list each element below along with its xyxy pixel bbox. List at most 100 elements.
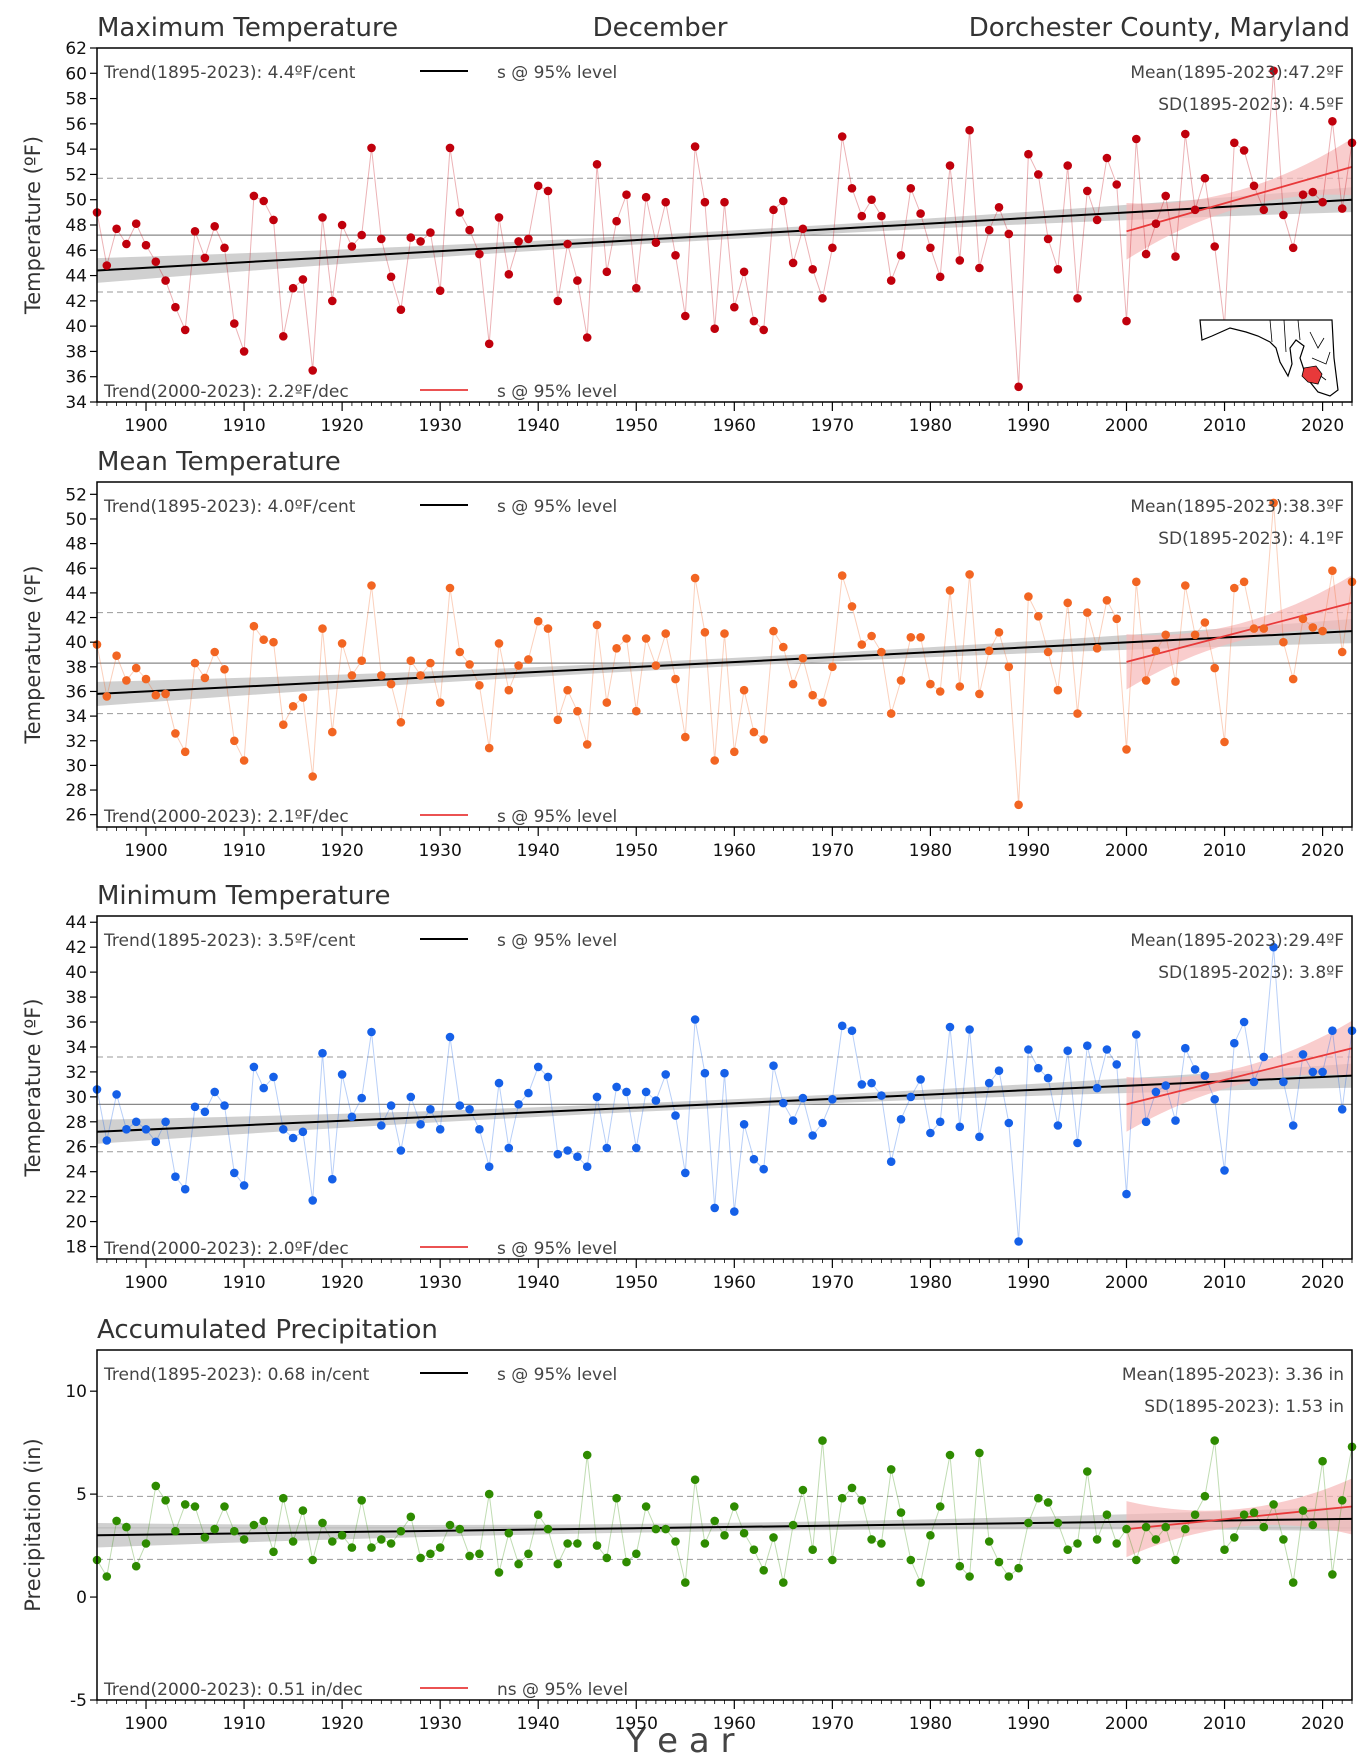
data-point bbox=[249, 621, 259, 631]
data-point bbox=[151, 257, 161, 267]
x-axis-label: Y e a r bbox=[625, 1721, 735, 1760]
data-point bbox=[857, 640, 867, 649]
data-point bbox=[720, 1068, 729, 1078]
data-point bbox=[102, 1136, 112, 1145]
data-point bbox=[357, 1496, 367, 1505]
y-tick-label: 22 bbox=[65, 1188, 87, 1208]
data-point bbox=[1053, 1518, 1063, 1528]
data-point bbox=[1024, 149, 1033, 159]
data-point bbox=[1328, 1570, 1337, 1579]
data-point bbox=[416, 671, 425, 680]
data-point bbox=[975, 689, 984, 699]
data-point bbox=[102, 261, 112, 270]
data-point bbox=[1112, 1060, 1121, 1069]
y-tick-label: 50 bbox=[65, 510, 87, 530]
data-point bbox=[592, 1092, 602, 1102]
data-point bbox=[994, 1557, 1004, 1567]
data-point bbox=[171, 1172, 180, 1181]
data-point bbox=[1141, 249, 1151, 259]
y-tick-label: 52 bbox=[65, 165, 87, 185]
data-point bbox=[690, 573, 700, 583]
trend-long-line bbox=[96, 198, 1353, 272]
data-point bbox=[710, 756, 719, 765]
x-tick-label: 1980 bbox=[909, 1714, 952, 1734]
data-point bbox=[1200, 1071, 1210, 1080]
data-point bbox=[190, 1102, 200, 1112]
data-point bbox=[200, 673, 210, 683]
data-point bbox=[1014, 1563, 1023, 1573]
data-point bbox=[269, 1072, 278, 1082]
data-point bbox=[690, 1475, 700, 1484]
trend-long-line bbox=[96, 1074, 1353, 1133]
data-point bbox=[1043, 1498, 1053, 1507]
data-point bbox=[484, 1489, 494, 1499]
mean-text: Mean(1895-2023):29.4ºF bbox=[1130, 931, 1344, 951]
data-point bbox=[622, 634, 631, 643]
x-tick-label: 2010 bbox=[1203, 1273, 1246, 1293]
y-tick-label: 52 bbox=[65, 485, 87, 505]
data-point bbox=[553, 1149, 563, 1159]
data-point bbox=[1141, 676, 1151, 685]
data-point bbox=[935, 1117, 945, 1127]
data-point bbox=[651, 238, 661, 247]
y-tick-label: 58 bbox=[65, 90, 87, 110]
x-tick-label: 1900 bbox=[124, 1714, 167, 1734]
x-tick-label: 1990 bbox=[1007, 1714, 1050, 1734]
data-point bbox=[1249, 1077, 1259, 1087]
data-point bbox=[465, 1105, 474, 1114]
data-point bbox=[739, 1528, 749, 1538]
data-point bbox=[592, 620, 602, 630]
x-tick-label: 2020 bbox=[1301, 416, 1344, 436]
trend-long-significance: s @ 95% level bbox=[497, 63, 617, 83]
data-point bbox=[543, 186, 553, 196]
data-point bbox=[239, 756, 249, 765]
data-point bbox=[592, 1541, 602, 1550]
data-point bbox=[337, 1070, 347, 1079]
data-point bbox=[279, 1125, 288, 1134]
data-point bbox=[435, 286, 445, 296]
data-point bbox=[681, 732, 690, 742]
data-point bbox=[1200, 618, 1210, 627]
data-point bbox=[543, 624, 553, 633]
y-tick-label: 5 bbox=[76, 1485, 87, 1505]
data-point bbox=[1279, 637, 1288, 647]
data-point bbox=[779, 1098, 788, 1108]
data-point bbox=[1043, 647, 1053, 657]
data-point bbox=[1004, 1572, 1014, 1581]
trend-recent-text: Trend(2000-2023): 0.51 in/dec bbox=[103, 1680, 363, 1700]
data-point bbox=[1288, 674, 1298, 684]
data-point bbox=[1279, 1077, 1288, 1087]
data-point bbox=[602, 1143, 612, 1153]
data-point bbox=[1073, 709, 1082, 718]
data-point bbox=[632, 283, 641, 293]
data-point bbox=[1004, 1118, 1014, 1128]
data-point bbox=[1279, 210, 1288, 220]
data-point bbox=[955, 1561, 965, 1571]
data-point bbox=[877, 1539, 886, 1548]
data-point bbox=[288, 702, 298, 711]
y-tick-label: 38 bbox=[65, 988, 87, 1008]
x-tick-label: 1980 bbox=[909, 416, 952, 436]
data-point bbox=[1249, 1508, 1259, 1517]
data-point bbox=[632, 1143, 641, 1153]
data-point bbox=[1053, 265, 1063, 274]
y-tick-label: -5 bbox=[70, 1691, 87, 1711]
data-point bbox=[1190, 1065, 1200, 1074]
data-point bbox=[847, 602, 857, 611]
data-point bbox=[210, 1087, 219, 1097]
data-point bbox=[1230, 1038, 1239, 1048]
data-point bbox=[161, 689, 170, 699]
x-tick-label: 1920 bbox=[320, 1273, 363, 1293]
data-point bbox=[681, 1578, 690, 1587]
data-point bbox=[494, 1078, 504, 1088]
data-point bbox=[1132, 1030, 1141, 1039]
data-point bbox=[798, 1485, 808, 1495]
data-point bbox=[1298, 1050, 1308, 1059]
data-point bbox=[1318, 1456, 1327, 1466]
data-point bbox=[582, 333, 592, 342]
data-point bbox=[1210, 242, 1219, 251]
x-tick-label: 1970 bbox=[811, 1273, 854, 1293]
data-point bbox=[1210, 1436, 1219, 1445]
y-tick-label: 44 bbox=[65, 267, 87, 287]
x-tick-label: 1940 bbox=[517, 416, 560, 436]
